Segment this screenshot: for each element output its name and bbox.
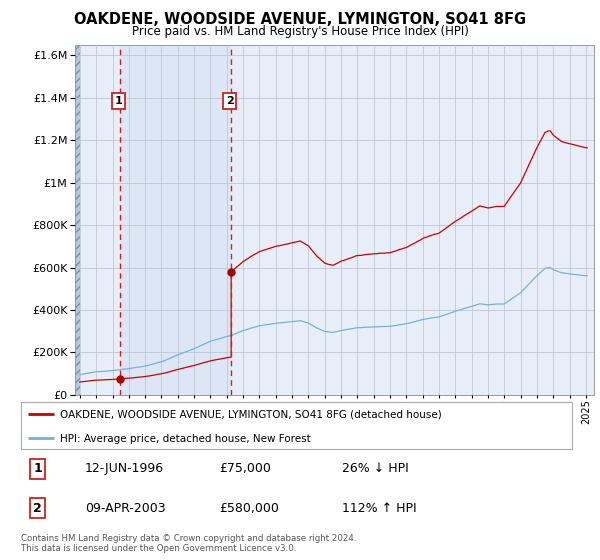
Text: £75,000: £75,000 xyxy=(219,462,271,475)
Text: Contains HM Land Registry data © Crown copyright and database right 2024.
This d: Contains HM Land Registry data © Crown c… xyxy=(21,534,356,553)
Text: OAKDENE, WOODSIDE AVENUE, LYMINGTON, SO41 8FG (detached house): OAKDENE, WOODSIDE AVENUE, LYMINGTON, SO4… xyxy=(60,409,442,419)
Text: 112% ↑ HPI: 112% ↑ HPI xyxy=(341,502,416,515)
Text: 2: 2 xyxy=(226,96,233,106)
Text: Price paid vs. HM Land Registry's House Price Index (HPI): Price paid vs. HM Land Registry's House … xyxy=(131,25,469,38)
Text: 09-APR-2003: 09-APR-2003 xyxy=(85,502,166,515)
Text: HPI: Average price, detached house, New Forest: HPI: Average price, detached house, New … xyxy=(60,433,311,444)
Text: 1: 1 xyxy=(33,462,42,475)
Text: 2: 2 xyxy=(33,502,42,515)
Text: 1: 1 xyxy=(115,96,122,106)
Text: 12-JUN-1996: 12-JUN-1996 xyxy=(85,462,164,475)
FancyBboxPatch shape xyxy=(21,403,572,449)
Bar xyxy=(75,45,80,395)
Text: OAKDENE, WOODSIDE AVENUE, LYMINGTON, SO41 8FG: OAKDENE, WOODSIDE AVENUE, LYMINGTON, SO4… xyxy=(74,12,526,27)
Text: 26% ↓ HPI: 26% ↓ HPI xyxy=(341,462,409,475)
Bar xyxy=(120,45,231,395)
Text: £580,000: £580,000 xyxy=(219,502,279,515)
